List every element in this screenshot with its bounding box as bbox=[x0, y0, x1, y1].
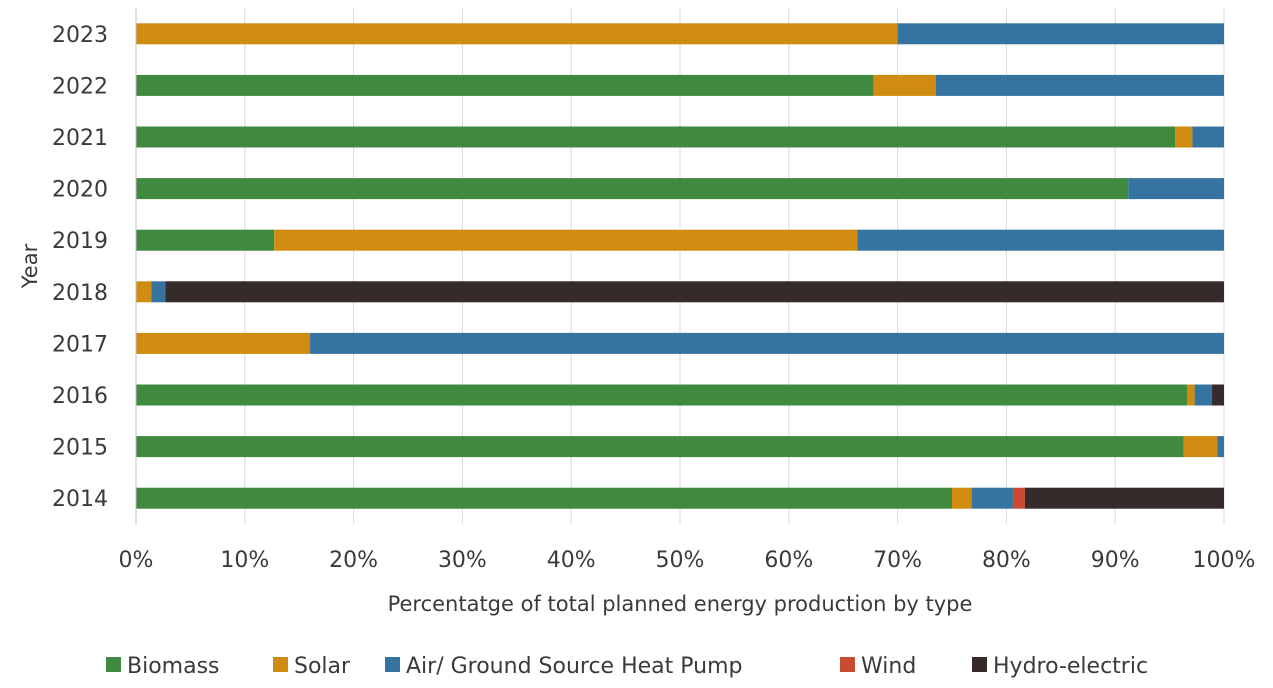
y-tick-label: 2020 bbox=[52, 178, 108, 203]
y-tick-label: 2016 bbox=[52, 384, 108, 409]
bar-segment-air-ground-source-heat-pump bbox=[310, 332, 1225, 354]
legend-label: Wind bbox=[861, 654, 916, 679]
bar-segment-hydro-electric bbox=[1024, 487, 1224, 509]
bar-segment-hydro-electric bbox=[165, 281, 1225, 303]
x-tick-label: 0% bbox=[119, 548, 154, 573]
y-tick-label: 2015 bbox=[52, 436, 108, 461]
bar-segment-biomass bbox=[136, 487, 952, 509]
x-tick-label: 70% bbox=[873, 548, 922, 573]
bar-segment-biomass bbox=[136, 178, 1129, 200]
bar-segment-biomass bbox=[136, 384, 1188, 406]
bar-segment-solar bbox=[136, 23, 898, 45]
bar-segment-air-ground-source-heat-pump bbox=[935, 74, 1224, 96]
x-tick-label: 20% bbox=[329, 548, 378, 573]
x-tick-labels: 0% 10% 20% 30% 40% 50% 60% 70% 80% 90% 100% bbox=[119, 548, 1256, 573]
legend-swatch bbox=[273, 657, 288, 672]
bar-segment-biomass bbox=[136, 74, 874, 96]
x-tick-label: 90% bbox=[1091, 548, 1140, 573]
bar-segment-air-ground-source-heat-pump bbox=[1194, 384, 1213, 406]
legend-swatch bbox=[106, 657, 121, 672]
bar-segment-solar bbox=[873, 74, 936, 96]
bar-segment-solar bbox=[952, 487, 972, 509]
bar-segment-solar bbox=[136, 332, 311, 354]
x-tick-label: 50% bbox=[656, 548, 705, 573]
x-axis-title: Percentatge of total planned energy prod… bbox=[388, 592, 973, 616]
y-tick-label: 2019 bbox=[52, 229, 108, 254]
legend-label: Air/ Ground Source Heat Pump bbox=[406, 654, 742, 679]
x-tick-label: 40% bbox=[547, 548, 596, 573]
legend-swatch bbox=[972, 657, 987, 672]
bar-segment-air-ground-source-heat-pump bbox=[1128, 178, 1224, 200]
legend-label: Solar bbox=[294, 654, 351, 679]
bar-segment-air-ground-source-heat-pump bbox=[151, 281, 166, 303]
bar-segment-air-ground-source-heat-pump bbox=[971, 487, 1013, 509]
bar-segment-solar bbox=[274, 229, 858, 251]
bar-segment-air-ground-source-heat-pump bbox=[1192, 126, 1224, 148]
bar-segment-solar bbox=[1175, 126, 1193, 148]
y-tick-label: 2022 bbox=[52, 74, 108, 99]
y-tick-labels: 2023 2022 2021 2020 2019 2018 2017 2016 2015 2014 bbox=[52, 23, 108, 512]
x-tick-label: 30% bbox=[438, 548, 487, 573]
bar-segment-biomass bbox=[136, 229, 275, 251]
y-tick-label: 2018 bbox=[52, 281, 108, 306]
bar-segment-air-ground-source-heat-pump bbox=[897, 23, 1224, 45]
bar-segment-solar bbox=[1183, 436, 1218, 458]
bar-segment-air-ground-source-heat-pump bbox=[857, 229, 1224, 251]
bar-segment-hydro-electric bbox=[1212, 384, 1224, 406]
legend-label: Hydro-electric bbox=[993, 654, 1148, 679]
y-axis-title: Year bbox=[18, 243, 42, 289]
x-tick-label: 60% bbox=[764, 548, 813, 573]
bar-segment-biomass bbox=[136, 126, 1176, 148]
bar-segment-solar bbox=[136, 281, 152, 303]
x-tick-label: 100% bbox=[1193, 548, 1256, 573]
bar-segment-biomass bbox=[136, 436, 1184, 458]
x-tick-label: 10% bbox=[220, 548, 269, 573]
y-tick-label: 2014 bbox=[52, 487, 108, 512]
legend-swatch bbox=[385, 657, 400, 672]
bar-segment-wind bbox=[1012, 487, 1025, 509]
legend-label: Biomass bbox=[127, 654, 220, 679]
x-tick-label: 80% bbox=[982, 548, 1031, 573]
legend-swatch bbox=[840, 657, 855, 672]
legend: Biomass Solar Air/ Ground Source Heat Pump… bbox=[106, 654, 1148, 679]
y-tick-label: 2021 bbox=[52, 126, 108, 151]
y-tick-label: 2023 bbox=[52, 23, 108, 48]
bars bbox=[136, 23, 1225, 509]
bar-segment-solar bbox=[1187, 384, 1195, 406]
y-tick-label: 2017 bbox=[52, 332, 108, 357]
bar-segment-air-ground-source-heat-pump bbox=[1217, 436, 1224, 458]
